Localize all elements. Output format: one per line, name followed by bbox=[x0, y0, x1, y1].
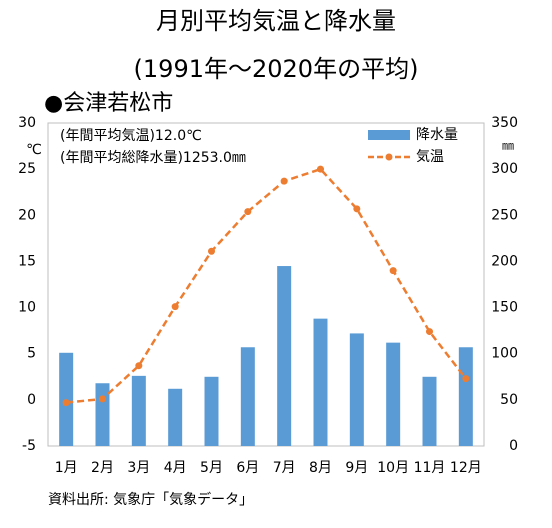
source: 資料出所: 気象庁「気象データ」 bbox=[48, 491, 253, 508]
bar bbox=[277, 266, 292, 446]
y-axis-unit: ℃ bbox=[26, 142, 42, 158]
x-tick-label: 10月 bbox=[377, 460, 409, 476]
y2-axis-unit: ㎜ bbox=[502, 139, 514, 153]
x-tick-label: 6月 bbox=[236, 460, 259, 476]
bar bbox=[422, 376, 437, 446]
y-tick-label: 0 bbox=[27, 392, 36, 408]
x-tick-label: 3月 bbox=[127, 460, 150, 476]
line-marker bbox=[208, 247, 215, 255]
y-tick-label: -5 bbox=[22, 438, 36, 454]
bar bbox=[313, 318, 328, 446]
x-tick-label: 9月 bbox=[345, 460, 368, 476]
y2-tick-label: 300 bbox=[491, 161, 518, 177]
y2-tick-label: 350 bbox=[491, 115, 518, 131]
legend-swatch bbox=[368, 130, 410, 140]
x-tick-label: 5月 bbox=[200, 460, 223, 476]
y2-tick-label: 250 bbox=[491, 207, 518, 223]
line-marker bbox=[244, 208, 252, 216]
y-tick-label: 15 bbox=[18, 253, 36, 269]
legend-swatch bbox=[385, 153, 393, 161]
line bbox=[66, 167, 467, 404]
x-tick-label: 4月 bbox=[164, 460, 187, 476]
chart-title: 月別平均気温と降水量 bbox=[156, 7, 396, 35]
y2-tick-label: 100 bbox=[491, 346, 518, 362]
line-marker bbox=[389, 267, 397, 275]
legend-label: 気温 bbox=[416, 149, 444, 165]
x-tick-label: 8月 bbox=[309, 460, 332, 476]
bar bbox=[240, 347, 255, 446]
bar bbox=[131, 375, 146, 446]
y2-tick-label: 0 bbox=[509, 438, 518, 454]
x-tick-label: 11月 bbox=[414, 460, 446, 476]
line-marker bbox=[171, 303, 179, 311]
y-tick-label: 30 bbox=[18, 115, 36, 131]
bar bbox=[95, 383, 110, 446]
x-tick-label: 12月 bbox=[450, 460, 482, 476]
y2-tick-label: 150 bbox=[491, 300, 518, 316]
location: ●会津若松市 bbox=[44, 91, 173, 116]
bar bbox=[386, 342, 401, 446]
bar bbox=[204, 376, 219, 446]
chart-subtitle: (1991年～2020年の平均) bbox=[134, 55, 419, 83]
y-tick-label: 25 bbox=[18, 161, 36, 177]
x-tick-label: 7月 bbox=[273, 460, 296, 476]
y-tick-label: 20 bbox=[18, 207, 36, 223]
y-tick-label: 5 bbox=[27, 346, 36, 362]
line-marker bbox=[462, 375, 470, 383]
x-tick-label: 1月 bbox=[55, 460, 78, 476]
annotation: (年間平均気温)12.0℃ bbox=[60, 128, 202, 144]
bar bbox=[458, 347, 473, 446]
line-marker bbox=[317, 165, 324, 173]
plot-frame bbox=[47, 122, 485, 447]
y2-tick-label: 200 bbox=[491, 253, 518, 269]
y-tick-label: 10 bbox=[18, 300, 36, 316]
line-marker bbox=[62, 399, 70, 407]
x-tick-label: 2月 bbox=[91, 460, 114, 476]
annotation: (年間平均総降水量)1253.0㎜ bbox=[60, 150, 246, 166]
line-marker bbox=[280, 177, 288, 185]
y2-tick-label: 50 bbox=[500, 392, 518, 408]
line-marker bbox=[99, 395, 106, 403]
line-marker bbox=[135, 362, 143, 370]
line-marker bbox=[353, 205, 361, 213]
bar bbox=[168, 388, 183, 446]
bar bbox=[349, 333, 364, 446]
legend-label: 降水量 bbox=[416, 127, 458, 143]
line-marker bbox=[426, 328, 433, 336]
